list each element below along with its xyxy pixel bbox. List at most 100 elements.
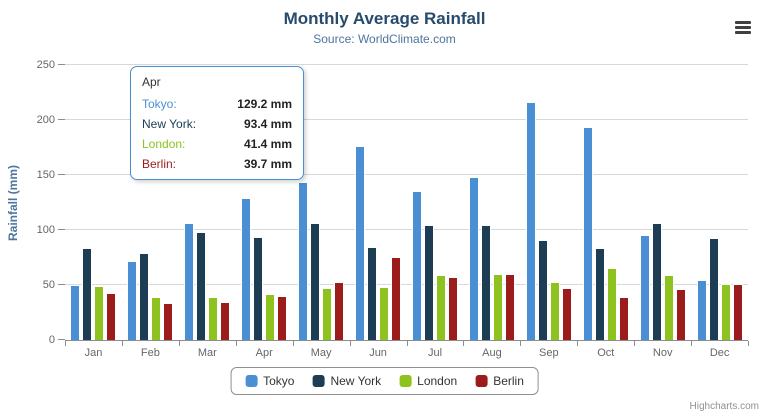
x-axis-tick	[463, 341, 465, 346]
bar-berlin-sep[interactable]	[561, 287, 572, 340]
bar-london-jul[interactable]	[435, 275, 446, 340]
tooltip: Apr Tokyo: 129.2 mm New York: 93.4 mm London…	[130, 66, 304, 180]
y-axis-label-50: 50	[42, 279, 55, 291]
bar-group-sep	[520, 65, 577, 340]
bar-group-jul	[407, 65, 464, 340]
tooltip-series-name: New York:	[142, 117, 197, 131]
bar-tokyo-mar[interactable]	[184, 222, 195, 340]
x-axis-tick	[748, 341, 749, 346]
legend-item-new-york[interactable]: New York	[312, 374, 381, 388]
tooltip-value: 39.7 mm	[243, 157, 292, 171]
bar-new-york-may[interactable]	[310, 223, 321, 340]
bar-new-york-nov[interactable]	[651, 222, 662, 340]
x-axis-label-dec: Dec	[709, 347, 730, 359]
tooltip-value: 129.2 mm	[237, 97, 292, 111]
plot-area	[58, 64, 748, 341]
bar-berlin-oct[interactable]	[618, 297, 629, 340]
bar-new-york-dec[interactable]	[708, 238, 719, 340]
bar-tokyo-jul[interactable]	[411, 190, 422, 340]
x-axis-tick	[577, 341, 579, 346]
hamburger-menu-icon	[733, 20, 753, 34]
bar-berlin-may[interactable]	[334, 282, 345, 340]
bar-london-sep[interactable]	[549, 282, 560, 340]
legend-label-tokyo: Tokyo	[263, 374, 295, 388]
bar-group-nov	[634, 65, 691, 340]
bar-tokyo-oct[interactable]	[582, 126, 593, 340]
bar-new-york-jan[interactable]	[82, 248, 93, 340]
gridline-200	[58, 119, 748, 120]
bar-london-dec[interactable]	[720, 283, 731, 340]
bar-group-oct	[577, 65, 634, 340]
gridline-150	[58, 174, 748, 175]
legend-swatch-berlin	[475, 375, 488, 387]
export-menu-button[interactable]	[731, 18, 755, 38]
tooltip-series-name: Tokyo:	[142, 97, 177, 111]
x-axis-label-jan: Jan	[84, 347, 103, 359]
bar-new-york-feb[interactable]	[139, 253, 150, 340]
x-axis-label-apr: Apr	[255, 347, 273, 359]
bar-group-jun	[350, 65, 407, 340]
bar-tokyo-jun[interactable]	[355, 146, 366, 340]
y-axis-label-0: 0	[48, 334, 55, 346]
y-axis-labels: 0 50 100 150 200 250	[0, 59, 55, 346]
tooltip-series-name: London:	[142, 137, 186, 151]
bar-tokyo-feb[interactable]	[127, 261, 138, 340]
y-axis-label-100: 100	[36, 224, 55, 236]
chart-subtitle: Source: WorldClimate.com	[313, 32, 456, 46]
chart-title: Monthly Average Rainfall	[283, 9, 486, 28]
bar-london-apr[interactable]	[265, 294, 276, 340]
bar-tokyo-sep[interactable]	[525, 101, 536, 340]
bar-new-york-oct[interactable]	[594, 248, 605, 340]
bar-london-mar[interactable]	[208, 296, 219, 340]
bar-new-york-jul[interactable]	[423, 224, 434, 340]
bar-london-jan[interactable]	[94, 286, 105, 340]
legend-label-berlin: Berlin	[493, 374, 524, 388]
bar-berlin-mar[interactable]	[220, 302, 231, 340]
legend-item-tokyo[interactable]: Tokyo	[245, 374, 294, 388]
x-axis-label-may: May	[310, 347, 332, 359]
bar-london-aug[interactable]	[492, 274, 503, 340]
bar-new-york-sep[interactable]	[537, 239, 548, 340]
legend-label-london: London	[417, 374, 458, 388]
gridline-250	[58, 64, 748, 65]
x-axis-label-nov: Nov	[652, 347, 673, 359]
legend-label-new-york: New York	[330, 374, 382, 388]
bar-berlin-apr[interactable]	[277, 296, 288, 340]
bar-berlin-feb[interactable]	[163, 303, 174, 340]
bar-new-york-jun[interactable]	[367, 247, 378, 340]
credits-link[interactable]: Highcharts.com	[689, 401, 759, 412]
bar-berlin-dec[interactable]	[732, 283, 743, 340]
legend-item-london[interactable]: London	[399, 374, 457, 388]
x-axis-tick	[691, 341, 693, 346]
legend: Tokyo New York London Berlin	[230, 367, 539, 395]
legend-swatch-tokyo	[245, 375, 258, 387]
legend-swatch-london	[399, 375, 412, 387]
bar-tokyo-apr[interactable]	[241, 197, 252, 340]
bar-tokyo-jan[interactable]	[70, 285, 81, 340]
bar-london-feb[interactable]	[151, 297, 162, 340]
tooltip-series-name: Berlin:	[142, 157, 177, 171]
bar-berlin-jan[interactable]	[106, 293, 117, 340]
bar-london-jun[interactable]	[379, 286, 390, 340]
bar-new-york-aug[interactable]	[480, 225, 491, 340]
x-axis-tick	[292, 341, 294, 346]
tooltip-value: 41.4 mm	[243, 137, 292, 151]
bar-new-york-mar[interactable]	[196, 231, 207, 340]
bar-tokyo-dec[interactable]	[696, 280, 707, 340]
bar-london-oct[interactable]	[606, 268, 617, 340]
bar-tokyo-aug[interactable]	[468, 176, 479, 340]
bar-berlin-jul[interactable]	[447, 276, 458, 340]
bar-tokyo-nov[interactable]	[639, 234, 650, 340]
bar-london-nov[interactable]	[663, 274, 674, 340]
bar-london-may[interactable]	[322, 288, 333, 340]
bar-berlin-aug[interactable]	[504, 273, 515, 340]
x-axis-label-jul: Jul	[427, 347, 443, 359]
bar-tokyo-may[interactable]	[298, 181, 309, 340]
x-axis-tick	[178, 341, 180, 346]
bar-berlin-jun[interactable]	[391, 256, 402, 340]
bar-new-york-apr[interactable]	[253, 237, 264, 340]
bar-group-may	[293, 65, 350, 340]
legend-item-berlin[interactable]: Berlin	[475, 374, 524, 388]
bar-berlin-nov[interactable]	[675, 288, 686, 340]
